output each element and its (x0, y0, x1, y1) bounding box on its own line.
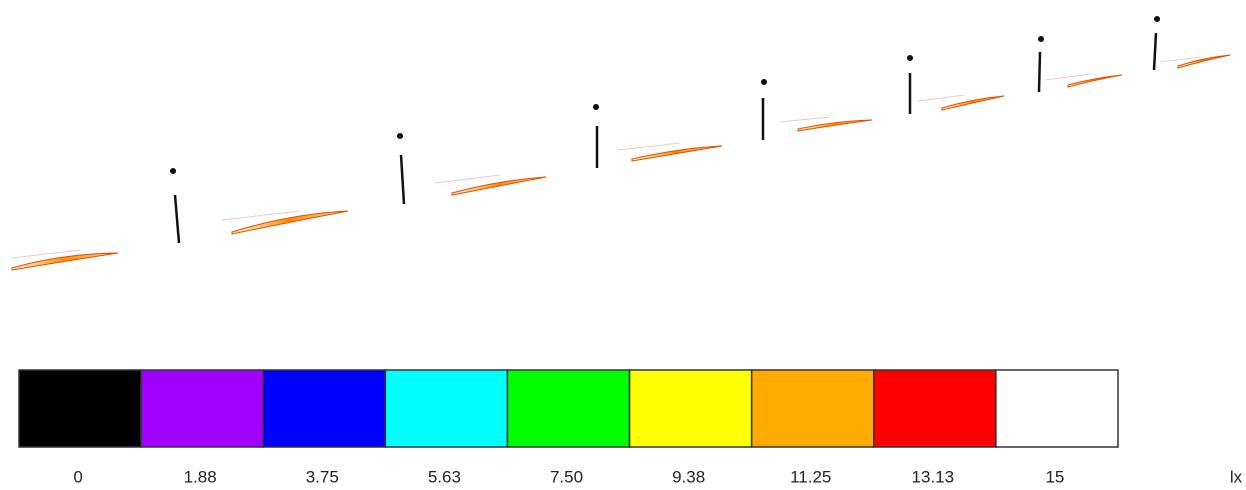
luminaire (760, 78, 768, 86)
legend-swatch (140, 369, 264, 448)
legend-label: 3.75 (306, 467, 339, 485)
legend-label: 1.88 (184, 467, 217, 485)
legend-label: 0 (73, 467, 82, 485)
legend: 0 1.88 3.75 5.63 7.50 9.38 11.25 13.13 15 (18, 369, 1119, 486)
pole (1152, 32, 1158, 71)
light-patch (231, 210, 349, 235)
pole (1037, 51, 1042, 93)
luminaire (169, 167, 177, 175)
luminaire (906, 54, 914, 62)
legend-swatch (384, 369, 509, 448)
legend-label: 15 (1045, 467, 1064, 485)
unit-label: lx (1230, 467, 1243, 485)
pole (399, 154, 406, 205)
light-patch (1177, 54, 1231, 69)
legend-swatch (750, 369, 875, 448)
legend-swatch (506, 369, 631, 448)
light-patch (941, 95, 1005, 111)
legend-swatch (262, 369, 387, 448)
pole (173, 194, 181, 244)
light-patches (11, 54, 1231, 271)
luminaire (1153, 15, 1161, 23)
legend-swatch (995, 369, 1119, 448)
luminaire (1037, 35, 1045, 43)
legend-label: 13.13 (912, 467, 955, 485)
legend-swatch (873, 369, 997, 448)
luminaire (396, 132, 404, 140)
light-patch (1067, 74, 1123, 88)
light-patch (11, 252, 119, 271)
light-patch (797, 119, 873, 132)
luminaire (592, 103, 600, 111)
light-patch (451, 176, 547, 196)
legend-swatch (628, 369, 753, 448)
legend-swatch (18, 369, 142, 448)
light-patch (631, 145, 723, 162)
legend-label: 11.25 (790, 467, 831, 485)
legend-label: 9.38 (672, 467, 705, 485)
legend-label: 5.63 (428, 467, 461, 485)
legend-label: 7.50 (550, 467, 583, 485)
poles (169, 15, 1161, 244)
